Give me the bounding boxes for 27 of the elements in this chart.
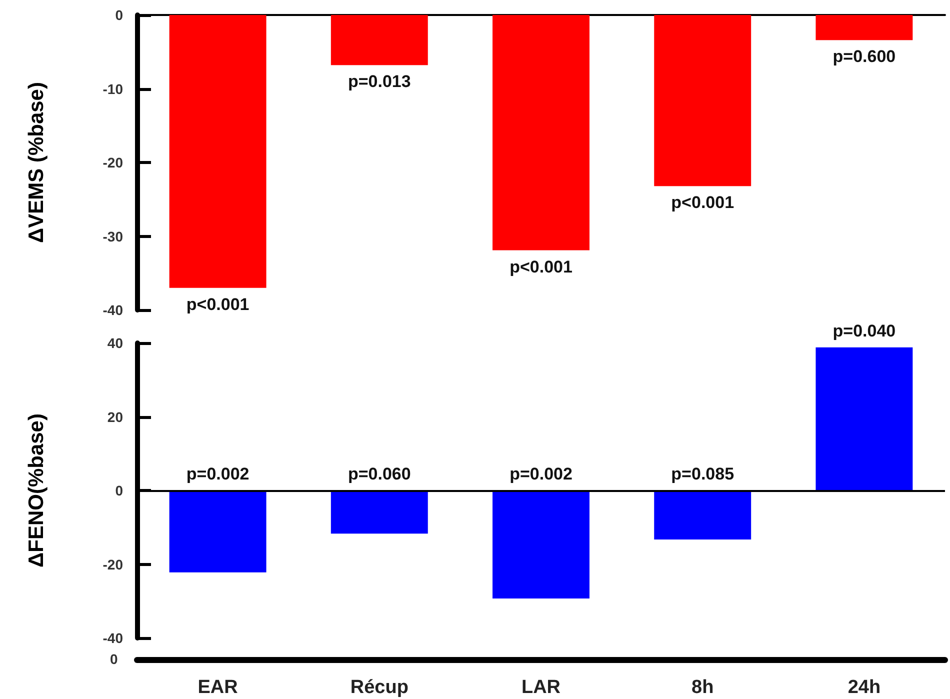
annotation: p=0.085 bbox=[671, 464, 734, 484]
annotation: p=0.013 bbox=[348, 72, 411, 92]
y-axis-title: ΔFENO(%base) bbox=[25, 414, 48, 568]
y-tick-label: 0 bbox=[115, 482, 124, 498]
x-tick-label: 24h bbox=[848, 677, 881, 698]
y-tick-label: -30 bbox=[102, 228, 124, 244]
x-tick-label: Récup bbox=[350, 677, 408, 698]
annotation: p=0.060 bbox=[348, 464, 411, 484]
annotation: p<0.001 bbox=[510, 257, 572, 276]
annotation: p=0.002 bbox=[510, 464, 572, 484]
annotation: p<0.001 bbox=[671, 193, 734, 212]
y-axis-title: ΔVEMS (%base) bbox=[25, 82, 48, 243]
y-tick-label: -40 bbox=[102, 630, 124, 646]
annotation: p=0.002 bbox=[186, 464, 250, 484]
y-tick-label: 20 bbox=[107, 408, 124, 425]
annotation: p=0.040 bbox=[832, 321, 896, 340]
annotation: p=0.600 bbox=[832, 47, 896, 66]
y-tick-label: -40 bbox=[102, 302, 124, 318]
y-tick-label: -10 bbox=[102, 80, 124, 97]
y-tick-label: -20 bbox=[102, 154, 124, 170]
y-tick-label: -20 bbox=[102, 556, 124, 572]
annotation: p<0.001 bbox=[186, 294, 250, 314]
y-tick-label: 40 bbox=[107, 335, 124, 351]
x-tick-label: EAR bbox=[198, 677, 238, 698]
x-tick-label: LAR bbox=[521, 677, 561, 698]
y-tick-label: 0 bbox=[115, 7, 124, 23]
x-tick-label: 8h bbox=[692, 677, 714, 698]
